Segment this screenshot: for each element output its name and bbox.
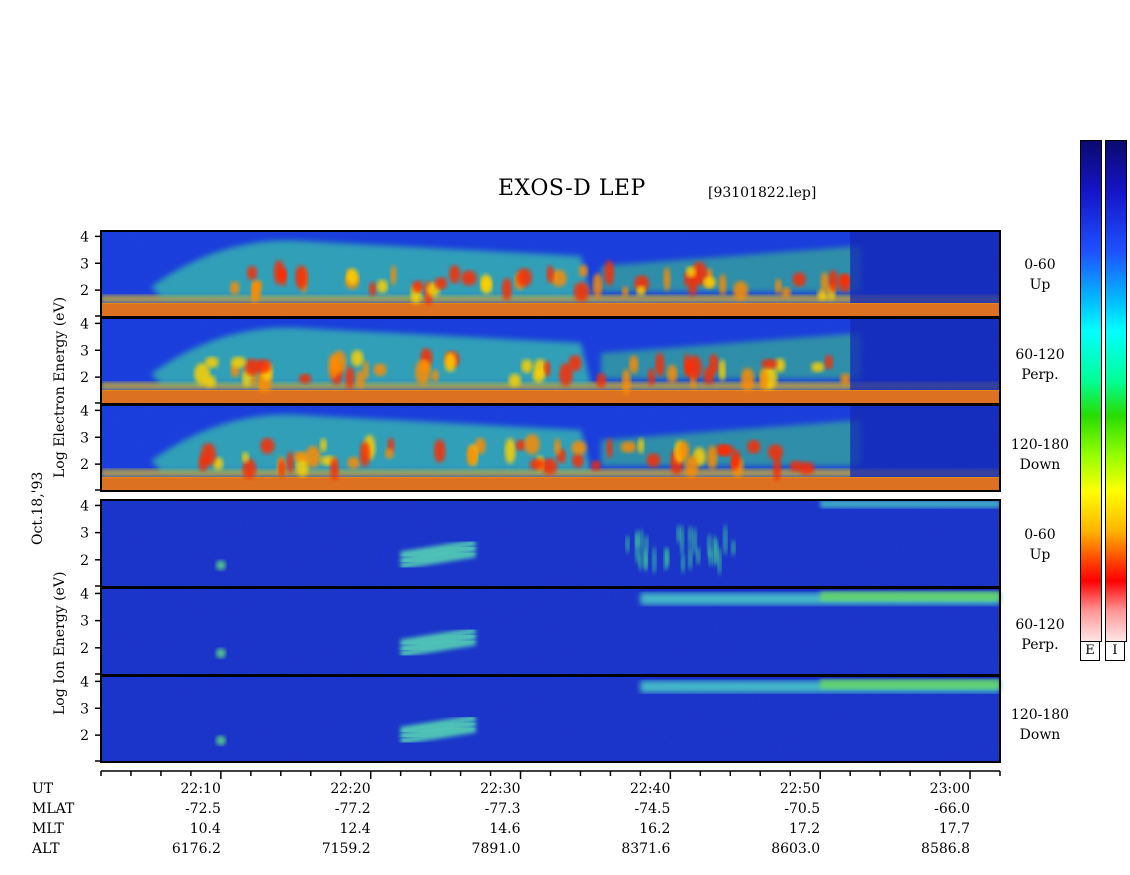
ion-panel-3-dir: Down — [1019, 727, 1061, 743]
y-tick-label: 2 — [80, 553, 89, 569]
y-tick-label: 4 — [80, 586, 89, 602]
electron-panel-1 — [100, 230, 1001, 318]
y-tick-label: 3 — [80, 430, 89, 446]
file-name: [93101822.lep] — [708, 185, 817, 201]
ephem-mlt-value: 17.7 — [938, 821, 971, 837]
ephem-mlat-value: -74.5 — [634, 801, 671, 817]
electron-panel-3 — [100, 404, 1001, 492]
ephem-alt-value: 6176.2 — [171, 841, 221, 857]
y-tick-label: 3 — [80, 701, 89, 717]
electron-panel-1-range: 0-60 — [1024, 257, 1056, 273]
ephem-mlt-value: 10.4 — [189, 821, 221, 837]
colorbar-label-e: E — [1080, 641, 1100, 661]
ephem-mlat-value: -70.5 — [784, 801, 821, 817]
ephem-alt-value: 8586.8 — [921, 841, 971, 857]
ephem-alt-value: 8603.0 — [771, 841, 821, 857]
chart-title: EXOS-D LEP — [498, 176, 646, 201]
ephem-row-name-mlat: MLAT — [32, 801, 75, 817]
y-tick-label: 4 — [80, 498, 89, 514]
ephem-mlat-value: -66.0 — [934, 801, 971, 817]
ephem-ut-value: 22:20 — [330, 781, 371, 797]
y-tick-label: 4 — [80, 403, 89, 419]
y-tick-label: 2 — [80, 457, 89, 473]
y-tick-label: 3 — [80, 526, 89, 542]
ion-panel-2-dir: Perp. — [1021, 637, 1059, 653]
ion-panel-3-label: 120-180 Down — [1000, 705, 1080, 745]
ephem-ut-value: 22:30 — [480, 781, 521, 797]
electron-panel-3-range: 120-180 — [1010, 437, 1070, 453]
ephem-row-name-ut: UT — [32, 781, 54, 797]
y-tick-label: 3 — [80, 614, 89, 630]
y-tick-label: 3 — [80, 256, 89, 272]
ephem-alt-value: 7891.0 — [471, 841, 521, 857]
ephem-alt-value: 8371.6 — [621, 841, 671, 857]
ion-panel-1-label: 0-60 Up — [1000, 525, 1080, 565]
y-tick-label: 4 — [80, 316, 89, 332]
ion-panel-3 — [100, 675, 1001, 763]
electron-panel-1-dir: Up — [1029, 277, 1051, 293]
ephem-mlt-value: 16.2 — [639, 821, 671, 837]
ephem-mlat-value: -77.3 — [484, 801, 521, 817]
electron-panel-2 — [100, 317, 1001, 405]
ephem-ut-value: 22:10 — [180, 781, 221, 797]
ephem-row-name-alt: ALT — [32, 841, 60, 857]
y-tick-label: 2 — [80, 370, 89, 386]
y-tick-label: 2 — [80, 283, 89, 299]
ephem-mlt-value: 12.4 — [339, 821, 371, 837]
ion-panel-1 — [100, 499, 1001, 588]
electron-panel-3-label: 120-180 Down — [1000, 435, 1080, 475]
ephem-mlat-value: -77.2 — [334, 801, 371, 817]
ephem-mlt-value: 14.6 — [489, 821, 521, 837]
ephem-ut-value: 23:00 — [929, 781, 971, 797]
ion-panel-3-range: 120-180 — [1010, 707, 1070, 723]
electron-panel-2-dir: Perp. — [1021, 367, 1059, 383]
electron-panel-2-range: 60-120 — [1015, 347, 1065, 363]
ephem-mlat-value: -72.5 — [184, 801, 221, 817]
ephem-ut-value: 22:40 — [630, 781, 671, 797]
ion-panel-2 — [100, 587, 1001, 676]
colorbar-label-i: I — [1105, 641, 1125, 661]
ephem-alt-value: 7159.2 — [321, 841, 371, 857]
ephem-ut-value: 22:50 — [779, 781, 821, 797]
electron-panel-1-label: 0-60 Up — [1000, 255, 1080, 295]
ion-panel-1-range: 0-60 — [1024, 527, 1056, 543]
ephem-row-name-mlt: MLT — [32, 821, 64, 837]
y-tick-label: 4 — [80, 674, 89, 690]
electron-panel-2-label: 60-120 Perp. — [1000, 345, 1080, 385]
y-tick-label: 2 — [80, 728, 89, 744]
ion-panel-2-range: 60-120 — [1015, 617, 1065, 633]
ion-panel-1-dir: Up — [1029, 547, 1051, 563]
electron-panel-3-dir: Down — [1019, 457, 1061, 473]
y-tick-label: 3 — [80, 343, 89, 359]
y-tick-label: 2 — [80, 641, 89, 657]
ion-panel-2-label: 60-120 Perp. — [1000, 615, 1080, 655]
y-tick-label: 4 — [80, 229, 89, 245]
ephem-mlt-value: 17.2 — [789, 821, 821, 837]
